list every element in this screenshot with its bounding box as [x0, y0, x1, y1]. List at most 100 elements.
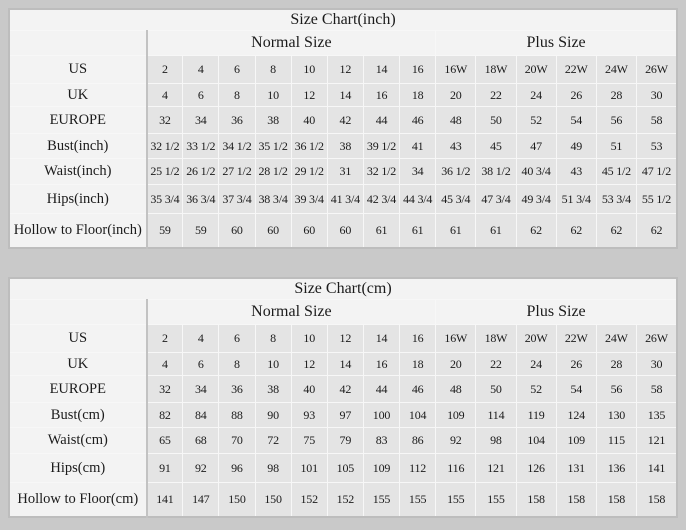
size-value-cell: 62	[595, 213, 637, 248]
size-value-cell: 22	[475, 83, 517, 107]
size-value-cell: 55 1/2	[635, 184, 678, 214]
group-header-plus-size: Plus Size	[435, 299, 678, 325]
size-value-cell: 158	[515, 482, 557, 517]
size-value-cell: 37 3/4	[218, 184, 256, 214]
size-value-cell: 158	[635, 482, 678, 517]
size-value-cell: 24	[515, 83, 557, 107]
size-value-cell: 40 3/4	[515, 158, 557, 185]
size-value-cell: 121	[635, 427, 678, 454]
size-value-cell: 62	[515, 213, 557, 248]
size-value-cell: 2	[146, 55, 184, 84]
size-value-cell: 135	[635, 402, 678, 428]
table-title: Size Chart(inch)	[8, 8, 678, 31]
size-value-cell: 45 3/4	[435, 184, 477, 214]
size-value-cell: 61	[399, 213, 437, 248]
size-value-cell: 88	[218, 402, 256, 428]
size-chart-inch: Size Chart(inch) Normal Size Plus Size US 2 4…	[8, 8, 678, 249]
size-value-cell: 30	[635, 352, 678, 376]
table-row: Hips(cm) 91 92 96 98 101 105 109 112 116 121 126 131…	[8, 453, 678, 483]
size-value-cell: 34 1/2	[218, 133, 256, 159]
size-value-cell: 65	[146, 427, 184, 454]
corner-cell	[8, 30, 148, 56]
row-label-cell: Waist(inch)	[8, 158, 148, 185]
size-value-cell: 62	[635, 213, 678, 248]
size-value-cell: 32 1/2	[146, 133, 184, 159]
row-label-cell: UK	[8, 352, 148, 376]
size-value-cell: 12	[326, 324, 364, 353]
size-value-cell: 109	[362, 453, 401, 483]
size-value-cell: 115	[595, 427, 637, 454]
size-value-cell: 92	[182, 453, 220, 483]
size-value-cell: 4	[146, 352, 184, 376]
size-value-cell: 16	[362, 352, 401, 376]
size-value-cell: 47	[515, 133, 557, 159]
size-value-cell: 28	[595, 83, 637, 107]
row-label-cell: Waist(cm)	[8, 427, 148, 454]
size-value-cell: 54	[555, 106, 597, 134]
size-value-cell: 38 3/4	[254, 184, 292, 214]
size-value-cell: 24	[515, 352, 557, 376]
size-value-cell: 150	[218, 482, 256, 517]
size-value-cell: 14	[326, 83, 364, 107]
size-value-cell: 54	[555, 375, 597, 403]
group-header-normal-size: Normal Size	[146, 30, 437, 56]
size-value-cell: 101	[290, 453, 328, 483]
table-row: US 2 4 6 8 10 12 14 16 16W 18W 20W 22W 24W 26W	[8, 55, 678, 84]
row-label-cell: US	[8, 324, 148, 353]
size-value-cell: 42	[326, 375, 364, 403]
size-value-cell: 124	[555, 402, 597, 428]
table-title: Size Chart(cm)	[8, 277, 678, 300]
size-value-cell: 51 3/4	[555, 184, 597, 214]
size-value-cell: 14	[362, 55, 401, 84]
size-value-cell: 6	[218, 324, 256, 353]
size-value-cell: 10	[254, 83, 292, 107]
size-value-cell: 24W	[595, 324, 637, 353]
size-value-cell: 36 1/2	[435, 158, 477, 185]
row-label-cell: US	[8, 55, 148, 84]
size-value-cell: 39 1/2	[362, 133, 401, 159]
size-value-cell: 39 3/4	[290, 184, 328, 214]
size-value-cell: 75	[290, 427, 328, 454]
corner-cell	[8, 299, 148, 325]
size-value-cell: 60	[290, 213, 328, 248]
size-value-cell: 52	[515, 106, 557, 134]
row-label-cell: Hips(inch)	[8, 184, 148, 214]
table-row: UK 4 6 8 10 12 14 16 18 20 22 24 26 28 30	[8, 83, 678, 107]
size-value-cell: 42 3/4	[362, 184, 401, 214]
size-value-cell: 30	[635, 83, 678, 107]
size-value-cell: 12	[290, 352, 328, 376]
size-value-cell: 61	[435, 213, 477, 248]
size-value-cell: 68	[182, 427, 220, 454]
row-label-cell: Hollow to Floor(cm)	[8, 482, 148, 517]
size-value-cell: 26	[555, 83, 597, 107]
size-value-cell: 43	[555, 158, 597, 185]
size-value-cell: 4	[182, 55, 220, 84]
size-value-cell: 34	[399, 158, 437, 185]
size-value-cell: 31	[326, 158, 364, 185]
size-table: Size Chart(inch) Normal Size Plus Size US 2 4…	[8, 8, 678, 249]
size-value-cell: 34	[182, 106, 220, 134]
size-value-cell: 141	[146, 482, 184, 517]
size-value-cell: 114	[475, 402, 517, 428]
table-row: Hollow to Floor(inch) 59 59 60 60 60 60 61 61 61 6…	[8, 213, 678, 248]
size-value-cell: 60	[254, 213, 292, 248]
size-value-cell: 12	[290, 83, 328, 107]
table-row: EUROPE 32 34 36 38 40 42 44 46 48 50 52 54 56 58	[8, 106, 678, 134]
size-value-cell: 46	[399, 375, 437, 403]
size-value-cell: 26	[555, 352, 597, 376]
size-value-cell: 10	[290, 324, 328, 353]
size-value-cell: 38 1/2	[475, 158, 517, 185]
size-value-cell: 6	[182, 352, 220, 376]
size-value-cell: 51	[595, 133, 637, 159]
size-value-cell: 36 3/4	[182, 184, 220, 214]
table-row: Hips(inch) 35 3/4 36 3/4 37 3/4 38 3/4 39 3/4…	[8, 184, 678, 214]
size-value-cell: 62	[555, 213, 597, 248]
size-value-cell: 14	[326, 352, 364, 376]
size-value-cell: 41	[399, 133, 437, 159]
size-value-cell: 26W	[635, 55, 678, 84]
size-value-cell: 98	[475, 427, 517, 454]
size-value-cell: 4	[182, 324, 220, 353]
row-label-cell: EUROPE	[8, 106, 148, 134]
size-value-cell: 50	[475, 375, 517, 403]
row-label-cell: Bust(cm)	[8, 402, 148, 428]
